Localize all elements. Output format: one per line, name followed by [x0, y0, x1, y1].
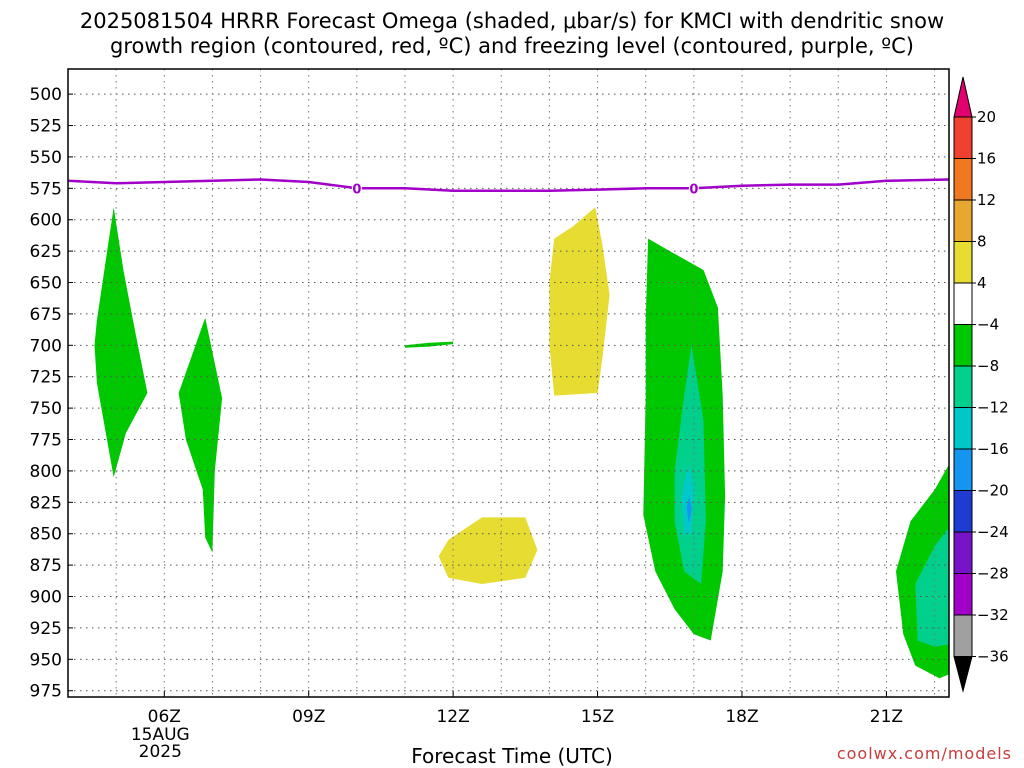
omega-shading-layer — [94, 207, 949, 679]
colorbar-segment-10 — [953, 490, 973, 533]
y-tick-label-825: 825 — [30, 493, 62, 513]
omega-region-8 — [686, 496, 692, 524]
colorbar-segment-2 — [953, 158, 973, 201]
colorbar-segment-4 — [953, 241, 973, 284]
y-tick-label-950: 950 — [30, 650, 62, 670]
colorbar-label-6: −8 — [977, 357, 999, 375]
colorbar-segment-3 — [953, 199, 973, 242]
freezing-level-label-1: 0 — [689, 182, 698, 197]
x-tick-sublabel-0: 15AUG — [131, 725, 190, 745]
freezing-level-line — [67, 178, 950, 193]
x-axis-label: Forecast Time (UTC) — [411, 744, 613, 768]
colorbar-label-8: −16 — [977, 440, 1009, 458]
colorbar-label-0: 20 — [977, 108, 996, 126]
y-tick-label-800: 800 — [30, 462, 62, 482]
omega-region-7 — [681, 464, 694, 534]
colorbar-label-11: −28 — [977, 565, 1009, 583]
credit-text: coolwx.com/models — [836, 744, 1012, 763]
colorbar-segment-5 — [953, 282, 973, 325]
x-tick-label-06Z: 06Z — [148, 707, 181, 727]
y-tick-label-500: 500 — [30, 85, 62, 105]
y-tick-label-675: 675 — [30, 305, 62, 325]
colorbar-label-5: −4 — [977, 316, 999, 334]
x-tick-label-18Z: 18Z — [725, 707, 758, 727]
colorbar-segment-12 — [953, 573, 973, 616]
chart-title-line-1: 2025081504 HRRR Forecast Omega (shaded, … — [79, 9, 945, 33]
colorbar-bottom-arrow — [953, 656, 973, 693]
omega-region-0 — [94, 207, 148, 478]
colorbar-label-4: 4 — [977, 274, 987, 292]
colorbar-segment-11 — [953, 531, 973, 574]
y-tick-label-625: 625 — [30, 242, 62, 262]
y-tick-label-900: 900 — [30, 588, 62, 608]
colorbar-label-7: −12 — [977, 399, 1009, 417]
x-tick-label-09Z: 09Z — [292, 707, 325, 727]
omega-region-10 — [915, 527, 949, 647]
y-tick-label-575: 575 — [30, 179, 62, 199]
colorbar-label-2: 12 — [977, 191, 996, 209]
y-tick-label-875: 875 — [30, 556, 62, 576]
freezing-label-bg-1 — [688, 180, 699, 197]
y-tick-label-600: 600 — [30, 211, 62, 231]
colorbar-label-10: −24 — [977, 523, 1009, 541]
x-tick-sublabel-1: 2025 — [139, 742, 182, 762]
x-tick-label-15Z: 15Z — [581, 707, 614, 727]
y-tick-label-850: 850 — [30, 525, 62, 545]
y-tick-label-725: 725 — [30, 368, 62, 388]
colorbar-top-arrow — [953, 76, 973, 118]
y-tick-label-700: 700 — [30, 336, 62, 356]
x-tick-label-21Z: 21Z — [870, 707, 903, 727]
omega-region-3 — [549, 207, 610, 396]
colorbar-segment-7 — [953, 365, 973, 408]
y-tick-label-550: 550 — [30, 148, 62, 168]
x-tick-label-12Z: 12Z — [436, 707, 469, 727]
colorbar-label-12: −32 — [977, 606, 1009, 624]
y-tick-label-650: 650 — [30, 274, 62, 294]
colorbar-label-1: 16 — [977, 150, 996, 168]
colorbar-segment-1 — [953, 116, 973, 159]
y-axis: 500 525 550 575 600 625 650 675 700 725 750 775 800 8… — [30, 85, 73, 702]
freezing-level-label-0: 0 — [352, 182, 361, 197]
omega-region-1 — [178, 317, 223, 553]
y-tick-label-525: 525 — [30, 117, 62, 137]
y-tick-label-925: 925 — [30, 619, 62, 639]
y-tick-label-975: 975 — [30, 682, 62, 702]
grid-layer — [68, 69, 949, 697]
colorbar-label-9: −20 — [977, 482, 1009, 500]
colorbar-label-13: −36 — [977, 648, 1009, 666]
colorbar-segment-13 — [953, 614, 973, 657]
colorbar-segment-9 — [953, 448, 973, 491]
plot-frame — [67, 68, 950, 698]
colorbar-segment-8 — [953, 407, 973, 450]
colorbar-segment-6 — [953, 324, 973, 367]
freezing-label-bg-0 — [351, 180, 362, 197]
colorbar: 20 16 12 8 4 −4 −8 −12 −16 −20 −24 −28 −32 −36 — [953, 76, 1009, 693]
chart-title-line-2: growth region (contoured, red, ºC) and f… — [110, 34, 914, 58]
colorbar-label-3: 8 — [977, 233, 987, 251]
y-tick-label-775: 775 — [30, 431, 62, 451]
omega-region-2 — [405, 341, 454, 348]
y-tick-label-750: 750 — [30, 399, 62, 419]
omega-region-6 — [674, 345, 706, 584]
